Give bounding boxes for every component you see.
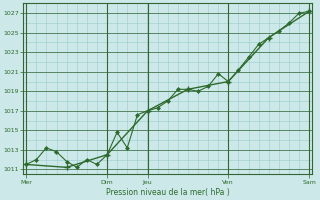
X-axis label: Pression niveau de la mer( hPa ): Pression niveau de la mer( hPa ) [106,188,229,197]
